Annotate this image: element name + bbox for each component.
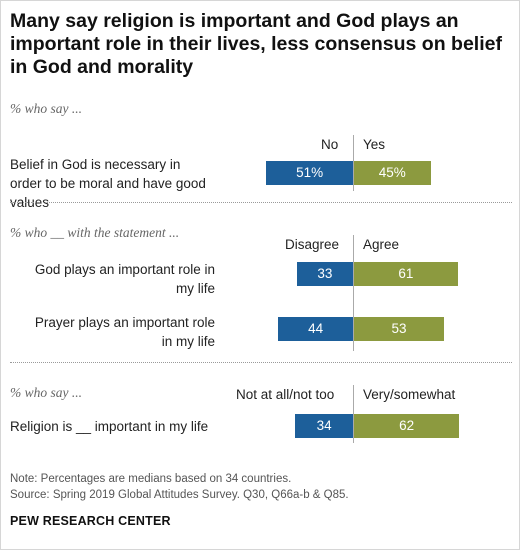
group-1-subtitle: % who say ...: [10, 101, 82, 116]
value-god-role-disagree: 33: [317, 266, 333, 281]
source-note: Source: Spring 2019 Global Attitudes Sur…: [10, 489, 349, 501]
center-axis-2: [353, 235, 354, 351]
separator-2: [10, 362, 512, 363]
row-label-god-role: God plays an important role in my life: [34, 262, 215, 296]
bar-religion-not-important: [295, 414, 353, 438]
center-axis-3: [353, 385, 354, 443]
value-religion-not-important: 34: [316, 418, 332, 433]
bar-prayer-role-agree: [354, 317, 445, 341]
row-label-prayer-role: Prayer plays an important role in my lif…: [34, 315, 215, 349]
bar-god-role-disagree: [296, 262, 353, 286]
bar-moral-yes: [354, 161, 431, 185]
group-3-right-header: Very/somewhat: [363, 387, 456, 402]
group-3-subtitle: % who say ...: [10, 385, 82, 400]
value-moral-no: 51%: [296, 165, 324, 180]
separator-1: [10, 202, 512, 203]
footnote: Note: Percentages are medians based on 3…: [10, 473, 292, 485]
brand-logo-text: PEW RESEARCH CENTER: [10, 514, 171, 528]
group-2-right-header: Agree: [363, 237, 400, 252]
group-2-left-header: Disagree: [285, 237, 340, 252]
value-prayer-role-agree: 53: [391, 321, 407, 336]
value-prayer-role-disagree: 44: [308, 321, 324, 336]
row-label-religion-importance: Religion is __ important in my life: [10, 419, 209, 434]
value-god-role-agree: 61: [398, 266, 414, 281]
value-religion-important: 62: [399, 418, 415, 433]
bar-moral-no: [266, 161, 353, 185]
value-moral-yes: 45%: [378, 165, 406, 180]
bar-god-role-agree: [354, 262, 458, 286]
group-3-left-header: Not at all/not too: [236, 387, 335, 402]
row-label-moral: Belief in God is necessary in order to b…: [10, 157, 206, 210]
group-1-left-header: No: [321, 137, 339, 152]
bar-prayer-role-disagree: [278, 317, 353, 341]
bar-religion-important: [354, 414, 460, 438]
chart-title: Many say religion is important and God p…: [10, 10, 502, 78]
center-axis-1: [353, 135, 354, 191]
group-1-right-header: Yes: [363, 137, 386, 152]
group-2-subtitle: % who __ with the statement ...: [10, 225, 180, 240]
